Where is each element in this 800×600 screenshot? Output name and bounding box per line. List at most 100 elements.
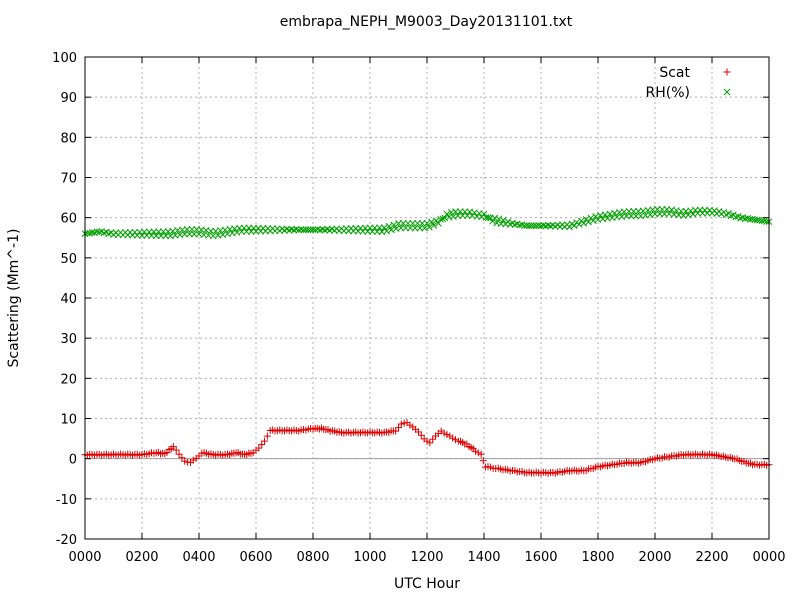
x-tick-label: 0000 xyxy=(68,550,101,565)
rh-point xyxy=(188,225,196,233)
scat-point xyxy=(423,437,431,445)
rh-point xyxy=(390,221,398,229)
series-rh xyxy=(81,205,773,240)
scat-point xyxy=(443,431,451,439)
rh-point xyxy=(414,219,421,227)
rh-point xyxy=(632,212,640,220)
x-tick-label: 0400 xyxy=(182,550,215,565)
y-tick-label: -10 xyxy=(56,493,77,508)
data-series xyxy=(81,205,773,477)
x-tick-label: 0200 xyxy=(125,550,158,565)
rh-point xyxy=(181,230,189,238)
x-axis-label: UTC Hour xyxy=(394,576,460,592)
scat-point xyxy=(440,429,448,437)
rh-point xyxy=(388,226,395,234)
scat-point xyxy=(261,437,269,445)
y-tick-label: 60 xyxy=(60,212,77,227)
chart-title: embrapa_NEPH_M9003_Day20131101.txt xyxy=(279,14,573,30)
rh-point xyxy=(425,223,433,231)
scat-point xyxy=(255,444,263,452)
plot-frame xyxy=(84,56,770,540)
scat-point xyxy=(175,450,183,458)
scat-point xyxy=(414,428,422,436)
x-tick-label: 1800 xyxy=(581,550,614,565)
scat-point xyxy=(477,450,485,458)
scat-point xyxy=(474,449,482,457)
scat-point xyxy=(181,457,189,465)
legend-marker xyxy=(723,68,731,76)
x-tick-label: 0800 xyxy=(296,550,329,565)
scat-point xyxy=(397,420,405,428)
rh-point xyxy=(654,205,661,213)
series-scat xyxy=(81,419,773,477)
rh-point xyxy=(428,218,435,226)
scat-point xyxy=(479,457,487,465)
y-tick-label: 20 xyxy=(60,372,77,387)
rh-point xyxy=(495,215,503,223)
x-tick-label: 1200 xyxy=(410,550,443,565)
scat-point xyxy=(169,443,177,451)
y-tick-label: 50 xyxy=(60,252,77,267)
rh-point xyxy=(399,220,407,227)
rh-point xyxy=(627,212,635,220)
scat-point xyxy=(392,427,400,435)
rh-point xyxy=(397,224,405,232)
y-tick-label: 0 xyxy=(69,453,77,468)
scat-point xyxy=(452,436,459,444)
rh-point xyxy=(183,225,191,233)
rh-point xyxy=(423,219,431,227)
scat-point xyxy=(189,456,197,464)
x-tick-label: 0000 xyxy=(752,550,785,565)
rh-point xyxy=(489,217,496,225)
rh-point xyxy=(484,214,492,222)
rh-point xyxy=(190,230,198,238)
rh-point xyxy=(656,210,664,218)
rh-point xyxy=(385,222,393,230)
rh-point xyxy=(383,227,390,235)
scat-point xyxy=(258,441,266,449)
scat-point xyxy=(172,446,180,454)
rh-point xyxy=(416,224,424,232)
rh-point xyxy=(380,224,388,231)
rh-point xyxy=(402,224,409,232)
scat-point xyxy=(263,432,271,440)
rh-point xyxy=(430,221,438,229)
x-tick-label: 1000 xyxy=(353,550,386,565)
y-tick-label: -20 xyxy=(56,533,77,548)
rh-point xyxy=(658,205,666,213)
axis-ticks: -20 -10 0 10 20 30 40 50 60 70 80 90 100 0000 0200 0400… xyxy=(52,51,785,565)
rh-point xyxy=(407,224,414,232)
legend-label: RH(%) xyxy=(646,85,690,101)
x-tick-label: 2200 xyxy=(695,550,728,565)
y-tick-label: 70 xyxy=(60,172,77,187)
legend: Scat RH(%) xyxy=(646,65,731,101)
scat-point xyxy=(178,454,186,462)
rh-point xyxy=(404,219,412,227)
rh-point xyxy=(630,207,637,215)
scat-point xyxy=(417,431,425,439)
legend-marker xyxy=(723,88,731,96)
x-tick-label: 1600 xyxy=(524,550,557,565)
y-tick-label: 40 xyxy=(60,292,77,307)
rh-point xyxy=(418,219,426,227)
rh-point xyxy=(443,210,451,218)
scat-point xyxy=(471,447,479,455)
scat-point xyxy=(449,434,457,442)
x-tick-label: 0600 xyxy=(239,550,272,565)
x-tick-label: 2000 xyxy=(638,550,671,565)
y-tick-label: 10 xyxy=(60,413,77,428)
rh-point xyxy=(480,210,488,218)
scat-point xyxy=(426,439,434,447)
y-tick-label: 90 xyxy=(60,91,77,106)
rh-point xyxy=(437,215,444,223)
legend-label: Scat xyxy=(659,65,690,81)
rh-point xyxy=(625,207,633,215)
y-tick-label: 100 xyxy=(52,51,77,66)
x-tick-label: 1400 xyxy=(467,550,500,565)
rh-point xyxy=(623,212,630,220)
scat-point xyxy=(429,435,437,443)
rh-point xyxy=(500,216,507,224)
rh-point xyxy=(651,210,659,218)
rh-point xyxy=(411,224,419,232)
